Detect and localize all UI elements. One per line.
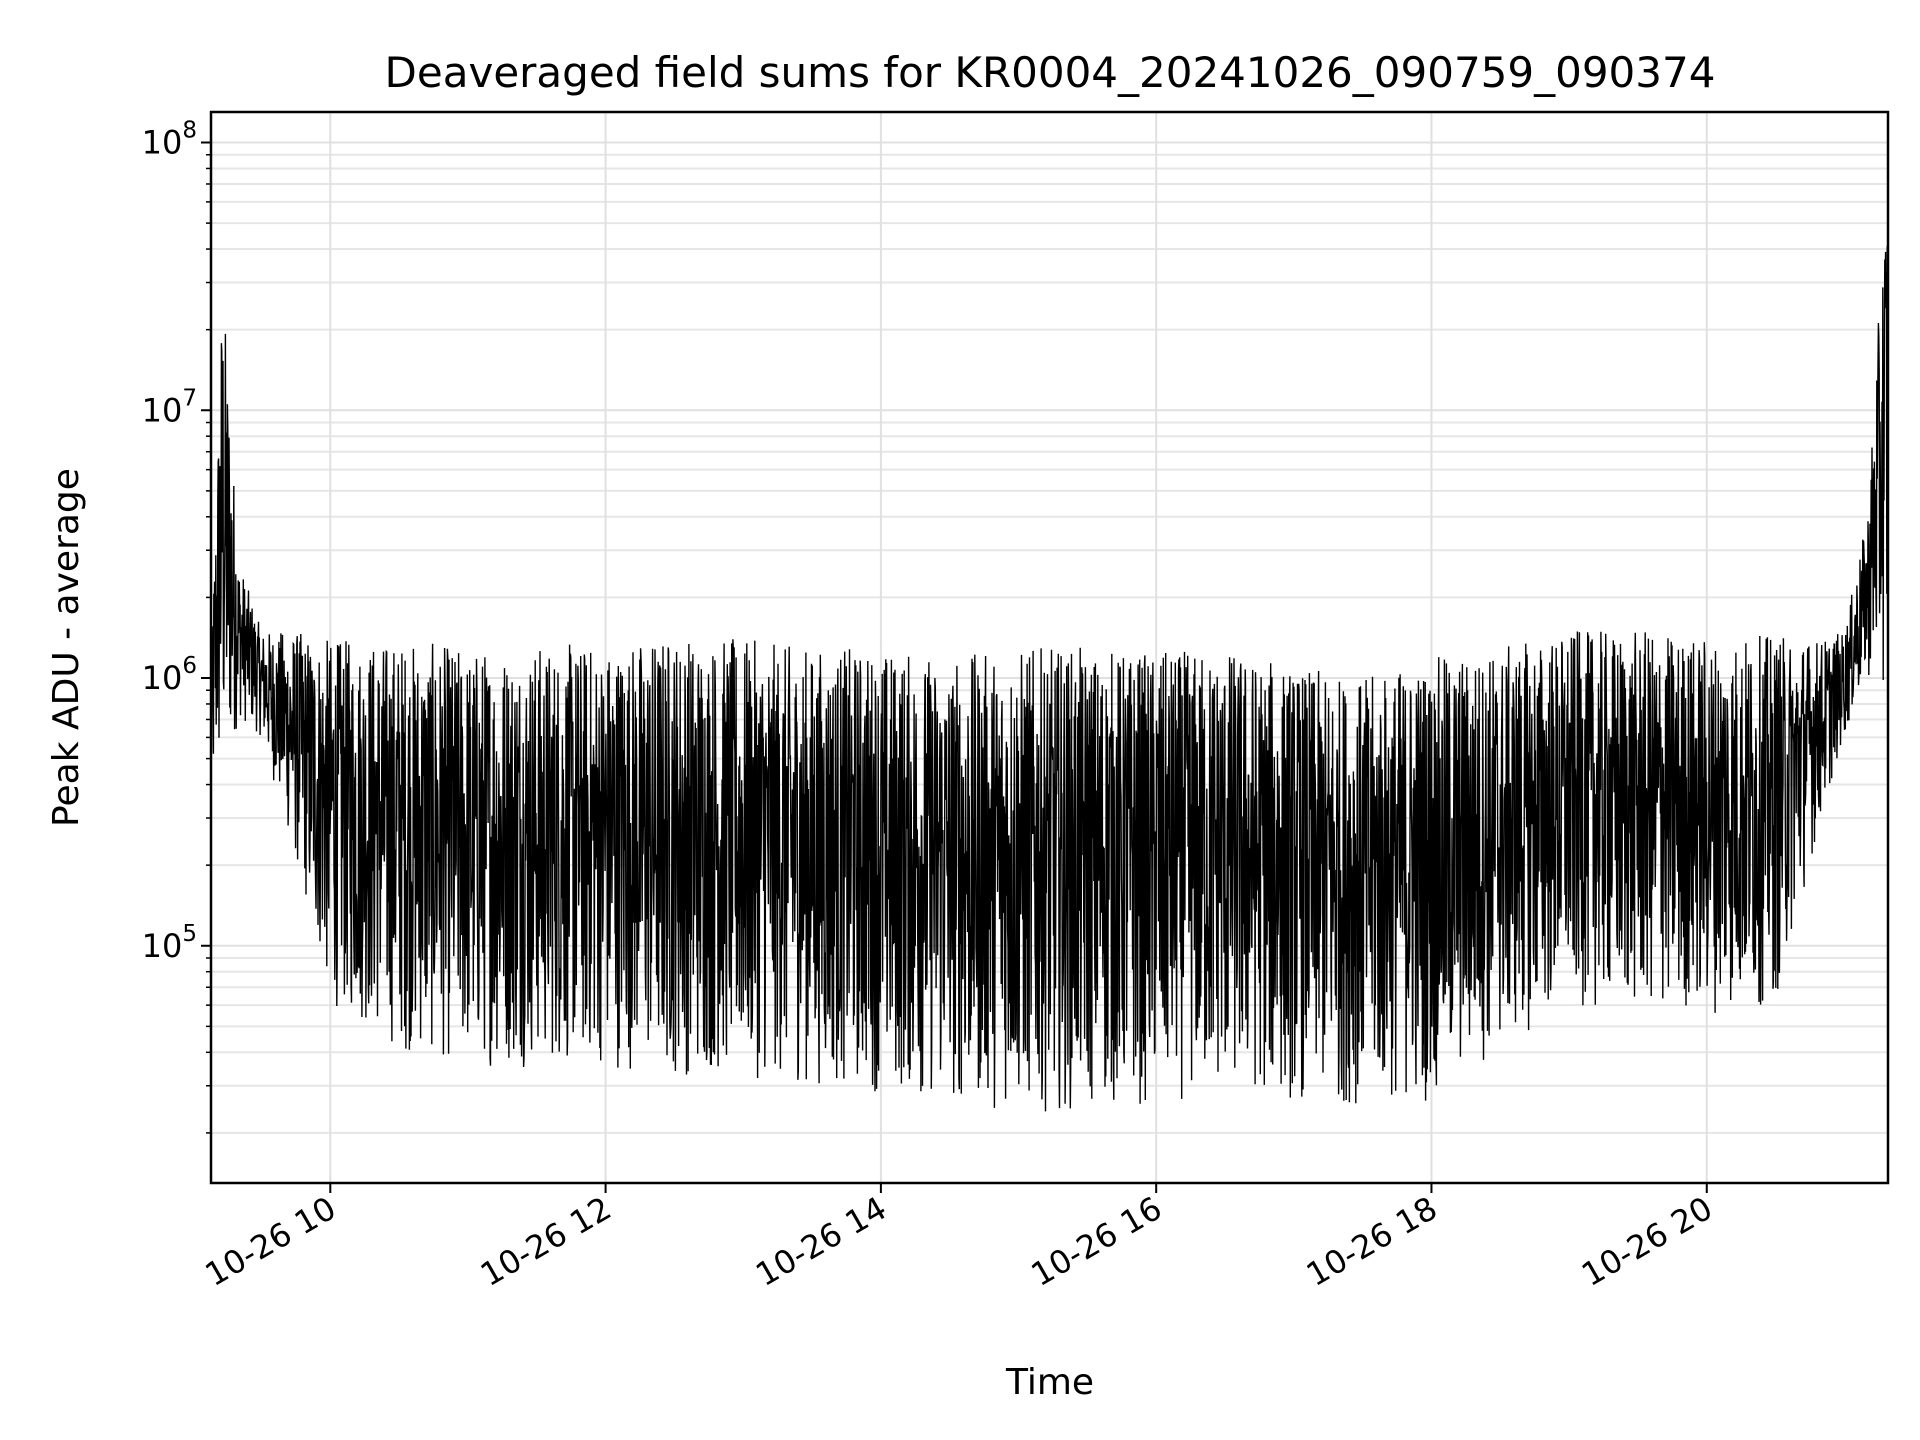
plot-frame [209,110,1890,1185]
y-axis-title: Peak ADU - average [46,468,87,827]
series-line [210,244,1889,1112]
y-tick-label: 107 [142,385,197,429]
y-tick-label: 105 [142,921,197,965]
y-tick-label: 106 [142,653,197,697]
chart-title: Deaveraged field sums for KR0004_2024102… [385,48,1716,97]
y-axis: 105 106 107 108 [142,118,211,1134]
y-tick-label: 108 [142,118,197,162]
x-axis-title: Time [1005,1362,1094,1403]
